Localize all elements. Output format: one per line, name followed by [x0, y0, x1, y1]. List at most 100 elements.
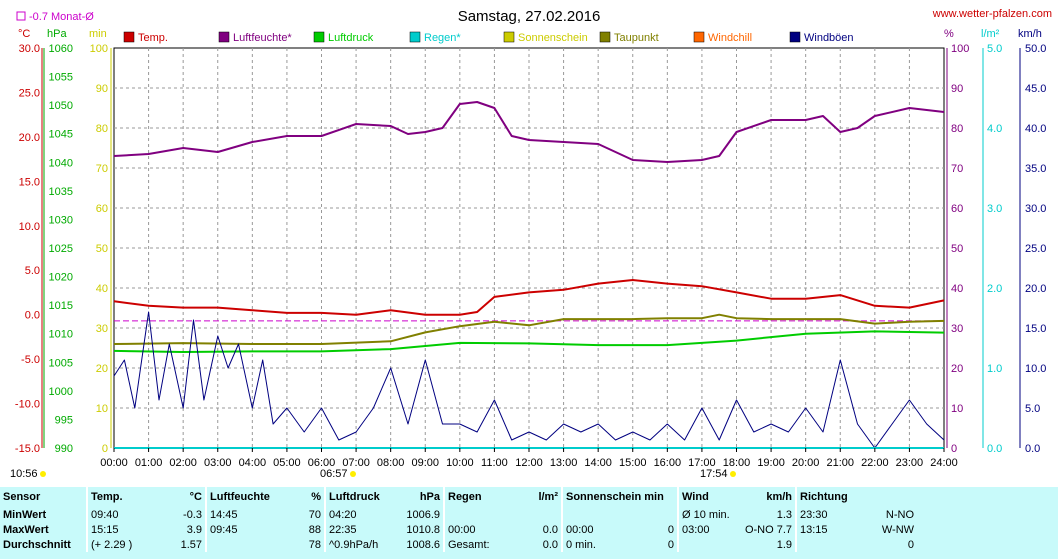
x-tick-label: 07:00	[342, 457, 370, 469]
legend-swatch	[599, 31, 611, 43]
pressure-tick-label: 995	[55, 414, 73, 426]
unit-wind: km/h	[1018, 28, 1042, 40]
temp-tick-label: -15.0	[15, 443, 40, 455]
x-tick-label: 03:00	[204, 457, 232, 469]
dir-value: 0	[907, 538, 915, 551]
hum-time	[207, 537, 269, 552]
wind-tick-label: 10.0	[1025, 363, 1046, 375]
x-tick-label: 15:00	[619, 457, 647, 469]
series-windb-en	[113, 311, 945, 449]
x-tick-label: 21:00	[826, 457, 854, 469]
sun-tick-label: 70	[96, 163, 108, 175]
sun-time: 00:00	[566, 523, 594, 536]
row-label: Durchschnitt	[3, 538, 71, 551]
row-label: MaxWert	[3, 523, 49, 536]
rain-tick-label: 1.0	[987, 363, 1002, 375]
legend-swatch	[503, 31, 515, 43]
site-url[interactable]: www.wetter-pfalzen.com	[932, 8, 1052, 20]
wind-tick-label: 30.0	[1025, 203, 1046, 215]
pressure-tick-label: 1005	[49, 357, 73, 369]
x-tick-label: 23:00	[896, 457, 924, 469]
temp-tick-label: 15.0	[19, 176, 40, 188]
rain-time	[445, 507, 503, 522]
unit-sun: min	[89, 28, 107, 40]
humidity-tick-label: 20	[951, 363, 963, 375]
hdr-rain-unit: l/m²	[538, 491, 558, 503]
sun-icon	[40, 471, 46, 477]
rain-value: 0.0	[542, 523, 558, 536]
legend-label: Taupunkt	[614, 32, 659, 44]
legend-label: Temp.	[138, 32, 168, 44]
pressure-tick-label: 1020	[49, 272, 73, 284]
humidity-tick-label: 100	[951, 43, 969, 55]
legend: Temp. Luftfeuchte* Luftdruck Regen* Sonnensc…	[123, 31, 854, 44]
wind-value: O-NO 7.7	[744, 523, 793, 536]
hdr-temp-unit: °C	[189, 491, 202, 503]
pressure-tick-label: 1055	[49, 72, 73, 84]
x-tick-label: 14:00	[584, 457, 612, 469]
wind-tick-label: 50.0	[1025, 43, 1046, 55]
pressure-tick-label: 1045	[49, 129, 73, 141]
wind-time	[679, 537, 739, 552]
sun-tick-label: 50	[96, 243, 108, 255]
unit-pressure: hPa	[47, 28, 67, 40]
wind-time: Ø 10 min.	[682, 508, 730, 521]
sun-value: 0	[667, 538, 675, 551]
x-tick-label: 20:00	[792, 457, 820, 469]
x-tick-label: 06:00	[308, 457, 336, 469]
wind-tick-label: 5.0	[1025, 403, 1040, 415]
press-value: 1010.8	[406, 523, 440, 536]
humidity-tick-label: 50	[951, 243, 963, 255]
x-tick-label: 02:00	[169, 457, 197, 469]
x-tick-label: 05:00	[273, 457, 301, 469]
wind-tick-label: 15.0	[1025, 323, 1046, 335]
sun-tick-label: 30	[96, 323, 108, 335]
sun-tick-label: 60	[96, 203, 108, 215]
sunrise-label: 06:57	[320, 468, 348, 480]
legend-label: Sonnenschein	[518, 32, 588, 44]
hum-value: 78	[308, 538, 321, 551]
wind-tick-label: 0.0	[1025, 443, 1040, 455]
wind-tick-label: 40.0	[1025, 123, 1046, 135]
pressure-tick-label: 1050	[49, 100, 73, 112]
sun-tick-label: 40	[96, 283, 108, 295]
sun-time: 0 min.	[566, 538, 596, 551]
chart-grid	[113, 47, 945, 449]
legend-swatch	[123, 31, 135, 43]
rain-value: 0.0	[542, 538, 558, 551]
temp-time: 09:40	[91, 508, 119, 521]
series-temp-	[113, 279, 945, 316]
wind-tick-label: 45.0	[1025, 83, 1046, 95]
sun-tick-label: 10	[96, 403, 108, 415]
x-tick-label: 11:00	[481, 457, 508, 469]
rain-value	[503, 507, 561, 522]
rain-time: Gesamt:	[448, 538, 490, 551]
hdr-press: Luftdruck	[329, 491, 380, 503]
temp-value: 3.9	[186, 523, 202, 536]
rain-tick-label: 3.0	[987, 203, 1002, 215]
humidity-tick-label: 60	[951, 203, 963, 215]
pressure-tick-label: 1035	[49, 186, 73, 198]
temp-value: -0.3	[183, 508, 202, 521]
humidity-tick-label: 10	[951, 403, 963, 415]
humidity-tick-label: 0	[951, 443, 957, 455]
temp-tick-label: -5.0	[21, 354, 40, 366]
monat-marker-icon	[16, 11, 26, 21]
sunset-icon	[730, 471, 736, 477]
hdr-press-unit: hPa	[419, 491, 440, 503]
stats-row-min: MinWert 09:40 -0.3 14:45 70 04:20 1006.9 Ø …	[0, 507, 1058, 522]
humidity-tick-label: 80	[951, 123, 963, 135]
hdr-wind: Wind	[682, 491, 709, 503]
sun-tick-label: 80	[96, 123, 108, 135]
x-tick-label: 17:00	[688, 457, 716, 469]
sun-tick-label: 90	[96, 83, 108, 95]
stats-table: Sensor Temp. °C Luftfeuchte% Luftdruck hPa…	[0, 487, 1058, 552]
dir-time: 13:15	[800, 523, 828, 536]
pressure-tick-label: 1060	[49, 43, 73, 55]
temp-tick-label: 30.0	[19, 43, 40, 55]
stats-row-avg: Durchschnitt (+ 2.29 ) 1.57 78 ^0.9hPa/h 1…	[0, 537, 1058, 552]
hum-value: 88	[308, 523, 321, 536]
x-tick-label: 12:00	[515, 457, 543, 469]
hum-time: 14:45	[210, 508, 238, 521]
legend-label: Luftfeuchte*	[233, 32, 292, 44]
